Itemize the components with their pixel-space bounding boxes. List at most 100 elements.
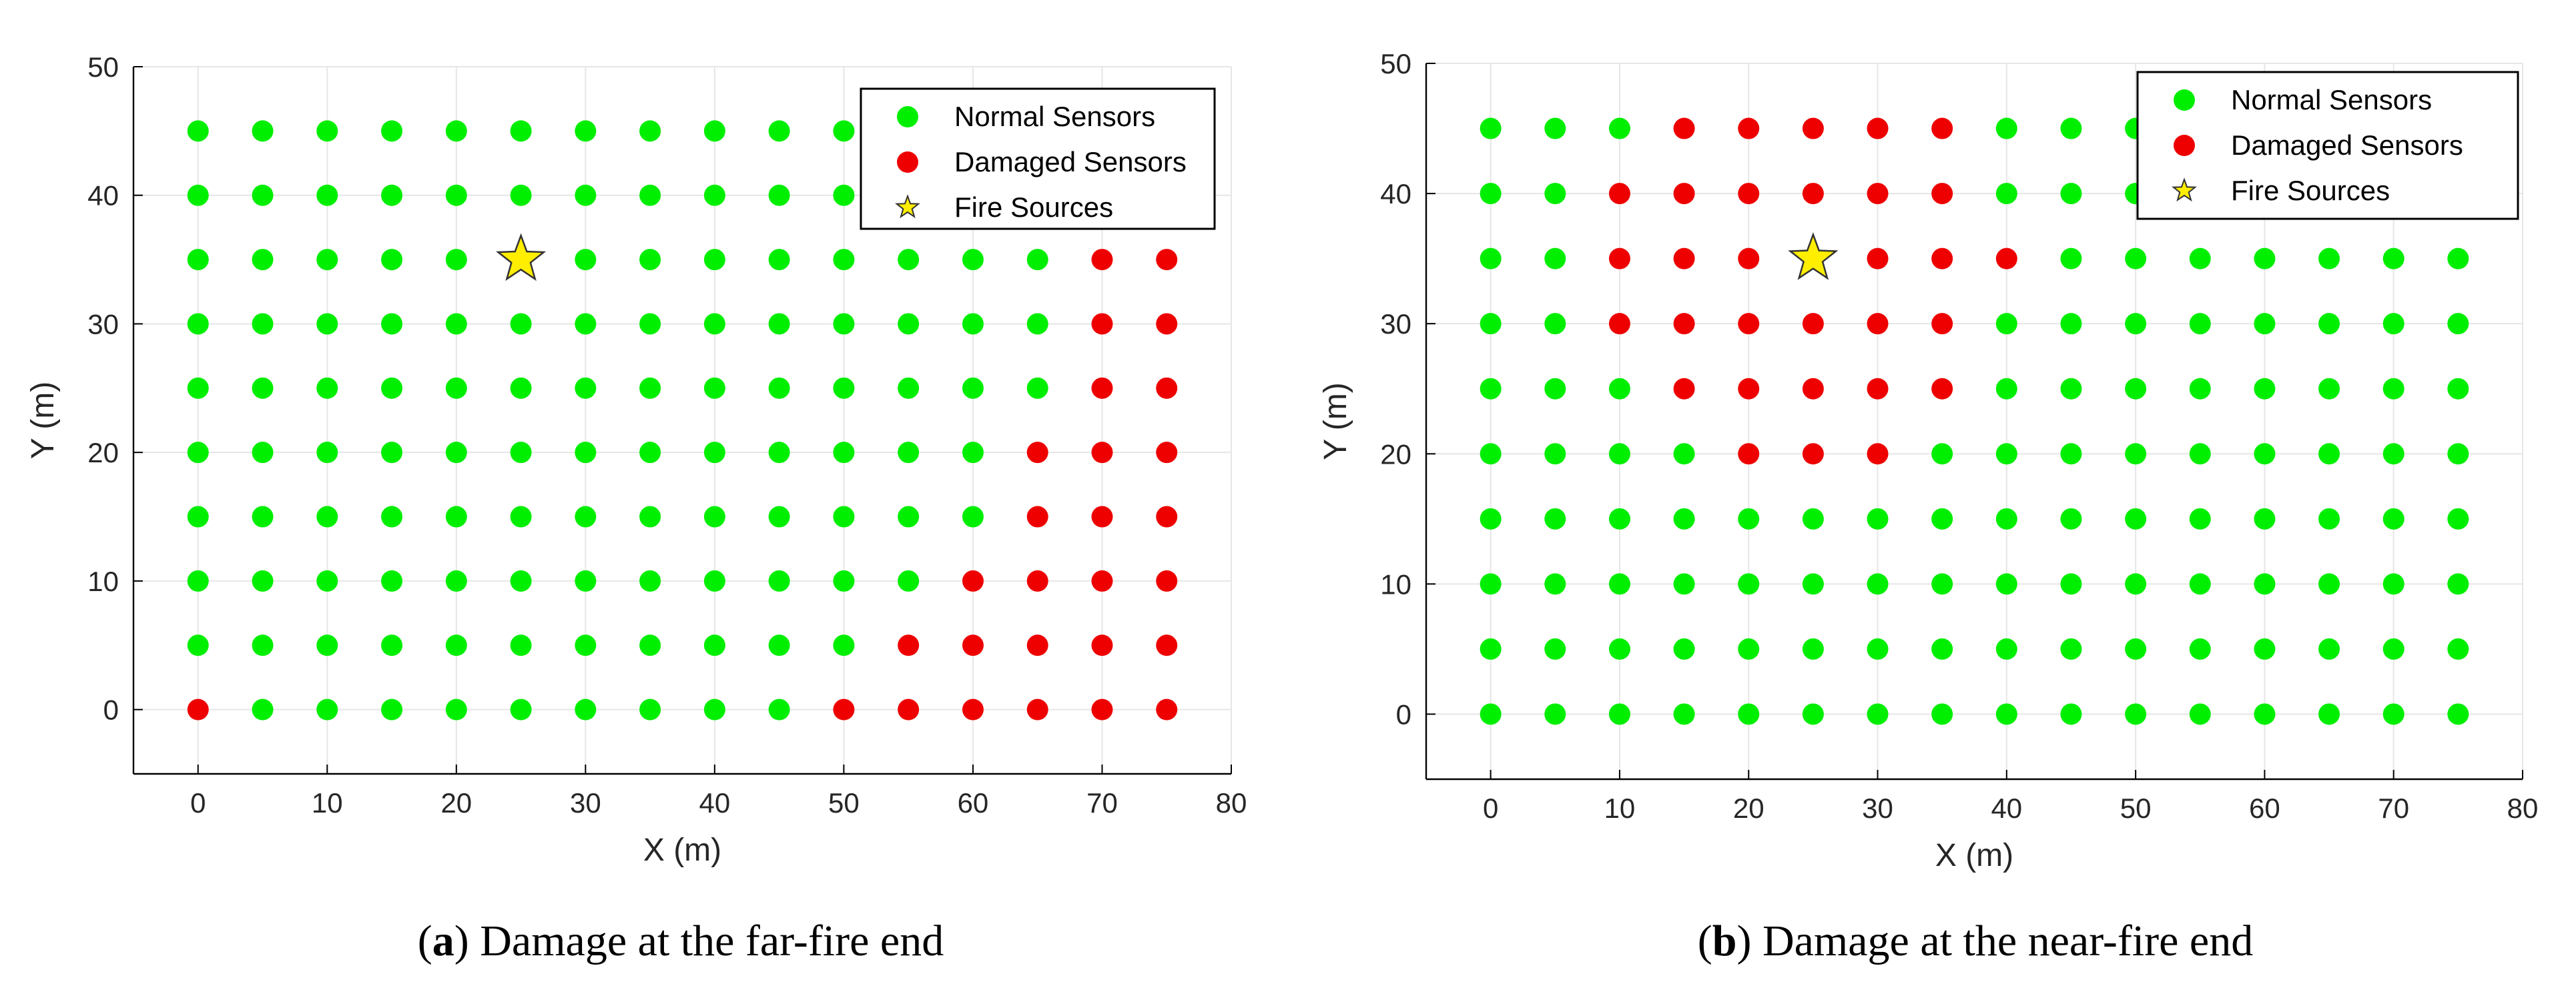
y-tick-label: 20 bbox=[87, 437, 119, 468]
x-tick-label: 60 bbox=[958, 787, 989, 819]
normal-sensor-point bbox=[2254, 638, 2276, 660]
normal-sensor-point bbox=[768, 442, 790, 464]
normal-sensor-point bbox=[2382, 443, 2404, 465]
x-tick-label: 70 bbox=[2378, 793, 2409, 824]
normal-sensor-point bbox=[2125, 573, 2147, 595]
caption-text: Damage at the near-fire end bbox=[1751, 917, 2253, 965]
normal-sensor-point bbox=[2125, 378, 2147, 400]
normal-sensor-point bbox=[2318, 573, 2340, 595]
caption-letter: b bbox=[1712, 917, 1737, 965]
x-tick-label: 20 bbox=[1733, 793, 1764, 824]
normal-sensor-point bbox=[2382, 573, 2404, 595]
normal-sensor-point bbox=[187, 634, 209, 656]
normal-sensor-point bbox=[2060, 573, 2082, 595]
normal-sensor-point bbox=[316, 634, 338, 656]
normal-sensor-point bbox=[1608, 573, 1630, 595]
legend-marker-fire bbox=[2172, 177, 2197, 202]
normal-sensor-point bbox=[445, 634, 467, 656]
normal-sensor-point bbox=[639, 249, 661, 271]
normal-sensor-point bbox=[1995, 508, 2017, 530]
damaged-sensor-point bbox=[1156, 698, 1178, 720]
normal-sensor-point bbox=[316, 313, 338, 335]
normal-sensor-point bbox=[445, 120, 467, 142]
normal-sensor-point bbox=[381, 506, 403, 528]
normal-sensor-point bbox=[639, 506, 661, 528]
caption-open: ( bbox=[1698, 917, 1712, 965]
normal-sensor-point bbox=[768, 313, 790, 335]
normal-sensor-point bbox=[1608, 443, 1630, 465]
normal-sensor-point bbox=[962, 249, 984, 271]
normal-sensor-point bbox=[2382, 703, 2404, 725]
damaged-sensor-point bbox=[1608, 248, 1630, 270]
x-tick-label: 10 bbox=[1604, 793, 1636, 824]
normal-sensor-point bbox=[316, 249, 338, 271]
normal-sensor-point bbox=[2189, 638, 2211, 660]
normal-sensor-point bbox=[1544, 248, 1566, 270]
normal-sensor-point bbox=[898, 249, 920, 271]
normal-sensor-point bbox=[1608, 378, 1630, 400]
legend-box bbox=[2136, 71, 2519, 220]
damaged-sensor-point bbox=[962, 570, 984, 592]
normal-sensor-point bbox=[2447, 638, 2469, 660]
normal-sensor-point bbox=[962, 442, 984, 464]
damaged-sensor-point bbox=[1608, 183, 1630, 205]
normal-sensor-point bbox=[575, 634, 597, 656]
normal-sensor-point bbox=[1673, 703, 1695, 725]
legend-marker-damaged bbox=[2174, 135, 2195, 156]
normal-sensor-point bbox=[2060, 248, 2082, 270]
damaged-sensor-point bbox=[1091, 313, 1113, 335]
y-tick-label: 20 bbox=[1380, 438, 1411, 470]
normal-sensor-point bbox=[703, 698, 725, 720]
normal-sensor-point bbox=[1608, 703, 1630, 725]
normal-sensor-point bbox=[381, 249, 403, 271]
normal-sensor-point bbox=[381, 634, 403, 656]
normal-sensor-point bbox=[445, 377, 467, 399]
damaged-sensor-point bbox=[1931, 248, 1953, 270]
normal-sensor-point bbox=[2447, 443, 2469, 465]
damaged-sensor-point bbox=[833, 698, 855, 720]
normal-sensor-point bbox=[381, 698, 403, 720]
normal-sensor-point bbox=[445, 184, 467, 206]
normal-sensor-point bbox=[768, 120, 790, 142]
normal-sensor-point bbox=[2125, 443, 2147, 465]
x-tick-label: 0 bbox=[1483, 793, 1498, 824]
normal-sensor-point bbox=[2447, 313, 2469, 335]
damaged-sensor-point bbox=[1156, 570, 1178, 592]
y-tick-label: 30 bbox=[1380, 308, 1411, 340]
x-tick-label: 40 bbox=[699, 787, 731, 819]
damaged-sensor-point bbox=[1802, 443, 1824, 465]
legend-label: Normal Sensors bbox=[2231, 84, 2432, 115]
normal-sensor-point bbox=[252, 634, 274, 656]
normal-sensor-point bbox=[898, 377, 920, 399]
legend-label: Fire Sources bbox=[954, 191, 1113, 223]
normal-sensor-point bbox=[703, 634, 725, 656]
normal-sensor-point bbox=[575, 377, 597, 399]
normal-sensor-point bbox=[316, 698, 338, 720]
normal-sensor-point bbox=[1931, 573, 1953, 595]
normal-sensor-point bbox=[1544, 183, 1566, 205]
normal-sensor-point bbox=[703, 377, 725, 399]
fire-source-star bbox=[495, 233, 547, 282]
normal-sensor-point bbox=[962, 377, 984, 399]
y-tick-label: 40 bbox=[1380, 178, 1411, 209]
normal-sensor-point bbox=[2189, 313, 2211, 335]
normal-sensor-point bbox=[381, 442, 403, 464]
damaged-sensor-point bbox=[1802, 183, 1824, 205]
normal-sensor-point bbox=[1544, 638, 1566, 660]
panel-b: 0 10 20 30 40 50 60 70 80 0 10 20 30 40 50 X (m) Y (m) No… bbox=[1318, 48, 2538, 965]
normal-sensor-point bbox=[833, 442, 855, 464]
legend-label: Damaged Sensors bbox=[2231, 129, 2463, 161]
normal-sensor-point bbox=[2254, 248, 2276, 270]
damaged-sensor-point bbox=[1608, 313, 1630, 335]
normal-sensor-point bbox=[639, 120, 661, 142]
x-tick-label: 60 bbox=[2249, 793, 2280, 824]
damaged-sensor-point bbox=[1673, 248, 1695, 270]
normal-sensor-point bbox=[2125, 508, 2147, 530]
normal-sensor-point bbox=[2318, 248, 2340, 270]
normal-sensor-point bbox=[768, 570, 790, 592]
normal-sensor-point bbox=[1026, 313, 1048, 335]
normal-sensor-point bbox=[639, 634, 661, 656]
damaged-sensor-point bbox=[1931, 117, 1953, 139]
normal-sensor-point bbox=[187, 442, 209, 464]
caption-close: ) bbox=[1736, 917, 1751, 965]
